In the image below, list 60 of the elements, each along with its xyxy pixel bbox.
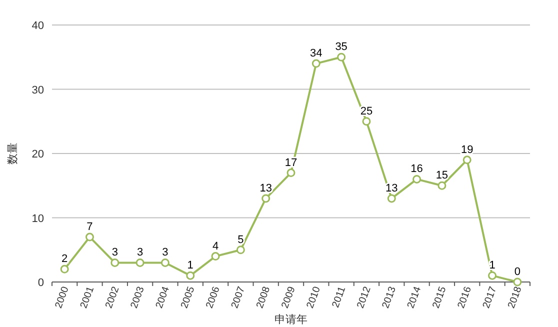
point xyxy=(337,52,346,62)
x-tick-label: 2014 xyxy=(406,284,424,310)
x-axis-title: 申请年 xyxy=(274,313,308,326)
point xyxy=(312,59,320,68)
y-tick-label: 30 xyxy=(32,84,44,96)
x-tick-label: 2011 xyxy=(330,284,348,310)
data-label: 3 xyxy=(162,246,168,259)
data-label: 2 xyxy=(62,253,68,266)
x-tick-label: 2002 xyxy=(104,284,122,310)
y-tick-label: 40 xyxy=(32,20,44,32)
point xyxy=(110,258,120,267)
data-label: 7 xyxy=(86,221,93,234)
point xyxy=(60,264,69,274)
point xyxy=(286,168,296,178)
data-label: 16 xyxy=(410,163,423,176)
x-tick-label: 2006 xyxy=(204,284,222,310)
point xyxy=(236,246,245,254)
point xyxy=(438,181,446,190)
point xyxy=(85,232,94,242)
x-tick-label: 2007 xyxy=(230,284,248,310)
x-tick-label: 2001 xyxy=(78,284,97,310)
x-tick-label: 2013 xyxy=(380,284,399,310)
y-tick-label: 10 xyxy=(32,212,44,225)
data-label: 0 xyxy=(514,266,520,278)
data-label: 4 xyxy=(212,240,219,252)
x-tick-label: 2004 xyxy=(154,284,172,310)
point xyxy=(136,258,144,267)
y-tick-label: 0 xyxy=(38,277,44,289)
point xyxy=(513,278,522,286)
point xyxy=(412,174,422,184)
x-tick-label: 2003 xyxy=(128,284,148,310)
data-label: 35 xyxy=(335,41,348,54)
data-label: 13 xyxy=(260,182,272,194)
x-tick-label: 2009 xyxy=(280,284,298,310)
x-tick-label: 2016 xyxy=(456,284,474,310)
data-label: 3 xyxy=(136,246,144,259)
data-label: 1 xyxy=(187,260,194,272)
point xyxy=(160,258,170,267)
point xyxy=(387,194,396,203)
x-tick-label: 2017 xyxy=(481,284,500,310)
x-tick-label: 2010 xyxy=(305,284,324,310)
x-tick-label: 2005 xyxy=(179,284,198,310)
point xyxy=(262,194,270,203)
data-label: 3 xyxy=(112,246,118,259)
x-tick-label: 2008 xyxy=(254,284,273,310)
x-tick-label: 2018 xyxy=(506,284,524,310)
point xyxy=(488,271,497,280)
y-axis-title: 数量 xyxy=(7,142,19,164)
x-tick-label: 2012 xyxy=(355,284,374,310)
x-tick-label: 2000 xyxy=(53,284,72,310)
x-tick-label: 2015 xyxy=(430,284,449,310)
data-label: 15 xyxy=(436,170,448,182)
data-label: 5 xyxy=(238,234,244,246)
point xyxy=(362,117,371,126)
point xyxy=(462,156,472,164)
data-label: 34 xyxy=(310,48,322,60)
y-tick-label: 20 xyxy=(32,148,44,160)
data-label: 19 xyxy=(460,144,474,156)
point xyxy=(186,271,195,280)
point xyxy=(211,252,220,261)
